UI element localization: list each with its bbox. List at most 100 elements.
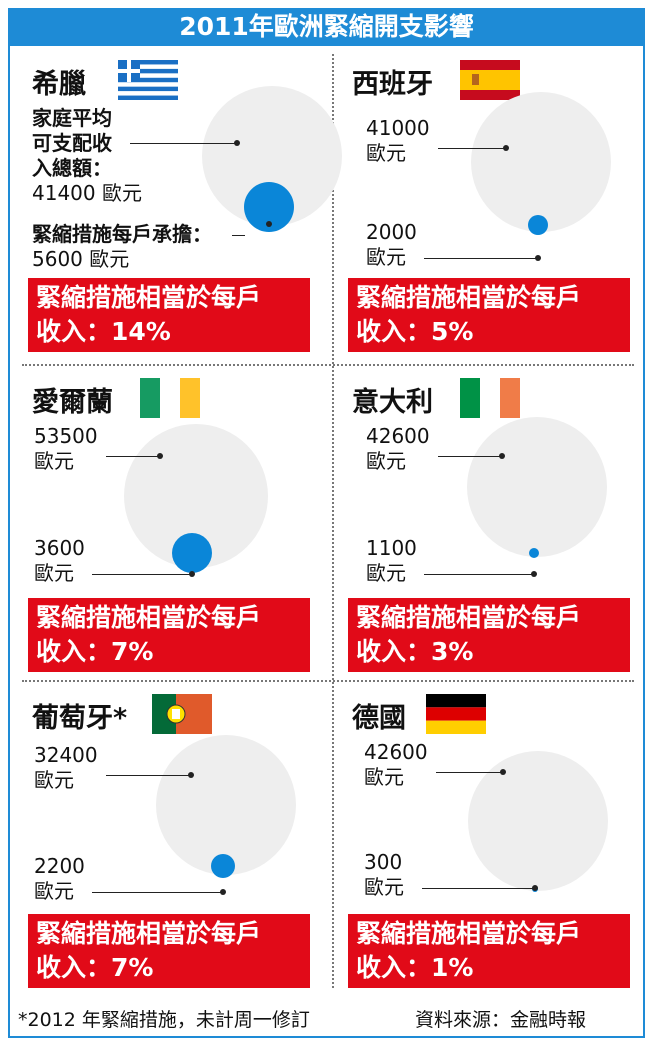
italy-flag-icon bbox=[460, 378, 520, 418]
income-dot bbox=[157, 453, 163, 459]
burden-label: 300 bbox=[364, 850, 403, 874]
income-dot bbox=[499, 453, 505, 459]
percent-callout-line: 收入：7% bbox=[36, 637, 154, 666]
percent-callout-line: 緊縮措施相當於每戶 bbox=[356, 919, 582, 948]
burden-dot bbox=[531, 885, 538, 891]
income-leader bbox=[130, 143, 237, 144]
percent-callout-line: 緊縮措施相當於每戶 bbox=[36, 283, 262, 312]
burden-dot bbox=[530, 571, 537, 577]
country-name: 愛爾蘭 bbox=[32, 387, 113, 418]
percent-callout: 緊縮措施相當於每戶 收入：3% bbox=[348, 598, 630, 672]
burden-label: 5600 歐元 bbox=[32, 247, 130, 271]
income-label: 41000 bbox=[366, 116, 430, 140]
income-label: 53500 bbox=[34, 424, 98, 448]
portugal-flag-icon bbox=[152, 694, 212, 734]
income-label: 歐元 bbox=[34, 768, 74, 792]
percent-callout-line: 緊縮措施相當於每戶 bbox=[356, 603, 582, 632]
burden-leader bbox=[424, 574, 534, 575]
burden-label: 歐元 bbox=[366, 245, 406, 269]
income-label: 歐元 bbox=[364, 765, 404, 789]
income-leader bbox=[106, 456, 160, 457]
country-panel: 意大利 42600 歐元 1100 歐元 緊縮措施相當於每戶 收入：3% bbox=[342, 372, 652, 682]
country-name: 意大利 bbox=[352, 387, 433, 418]
burden-label: 歐元 bbox=[364, 875, 404, 899]
percent-callout-line: 緊縮措施相當於每戶 bbox=[36, 603, 262, 632]
burden-dot bbox=[219, 889, 226, 895]
percent-callout-line: 收入：1% bbox=[356, 953, 474, 982]
income-leader bbox=[436, 772, 503, 773]
burden-dot bbox=[265, 221, 272, 227]
income-label: 歐元 bbox=[366, 141, 406, 165]
burden-dot bbox=[534, 255, 541, 261]
percent-callout-line: 收入：7% bbox=[36, 953, 154, 982]
percent-callout: 緊縮措施相當於每戶 收入：5% bbox=[348, 278, 630, 352]
income-label: 入總額： bbox=[32, 156, 112, 180]
burden-leader bbox=[424, 258, 538, 259]
income-leader bbox=[106, 775, 191, 776]
country-panel: 愛爾蘭 53500 歐元 3600 歐元 緊縮措施相當於每戶 收入：7% bbox=[22, 372, 332, 682]
burden-label: 2200 bbox=[34, 854, 85, 878]
percent-callout-line: 緊縮措施相當於每戶 bbox=[36, 919, 262, 948]
germany-flag-icon bbox=[426, 694, 486, 734]
income-label: 41400 歐元 bbox=[32, 181, 142, 205]
burden-label: 緊縮措施每戶承擔： bbox=[32, 222, 212, 246]
income-bubble bbox=[156, 735, 296, 875]
income-dot bbox=[503, 145, 509, 151]
burden-label: 歐元 bbox=[34, 561, 74, 585]
burden-bubble bbox=[528, 548, 539, 559]
country-name: 葡萄牙* bbox=[32, 703, 128, 734]
income-label: 可支配收 bbox=[32, 131, 112, 155]
income-leader bbox=[438, 456, 502, 457]
burden-dot bbox=[189, 571, 196, 577]
country-name: 德國 bbox=[352, 703, 406, 734]
burden-leader bbox=[92, 574, 193, 575]
chart-title: 2011年歐洲緊縮開支影響 bbox=[8, 8, 645, 46]
percent-callout: 緊縮措施相當於每戶 收入：14% bbox=[28, 278, 310, 352]
spain-flag-icon bbox=[460, 60, 520, 100]
burden-label: 1100 bbox=[366, 536, 417, 560]
footnote: *2012 年緊縮措施，未計周一修訂 bbox=[18, 1009, 310, 1031]
income-label: 歐元 bbox=[34, 449, 74, 473]
percent-callout: 緊縮措施相當於每戶 收入：7% bbox=[28, 914, 310, 988]
country-panel: 希臘家庭平均 可支配收 入總額： 41400 歐元緊縮措施每戶承擔： 5600 歐元緊縮… bbox=[22, 54, 342, 364]
country-name: 希臘 bbox=[32, 69, 86, 100]
burden-leader bbox=[422, 888, 535, 889]
income-dot bbox=[188, 772, 194, 778]
income-dot bbox=[500, 769, 506, 775]
country-panel: 西班牙 41000 歐元 2000 歐元 緊縮措施相當於每戶 收入：5% bbox=[342, 54, 652, 364]
income-dot bbox=[234, 140, 240, 146]
income-bubble bbox=[467, 417, 607, 557]
income-label: 42600 bbox=[366, 424, 430, 448]
burden-label: 歐元 bbox=[366, 561, 406, 585]
greece-flag-icon bbox=[118, 60, 178, 100]
row-divider bbox=[22, 364, 634, 366]
income-label: 歐元 bbox=[366, 449, 406, 473]
percent-callout-line: 緊縮措施相當於每戶 bbox=[356, 283, 582, 312]
row-divider bbox=[22, 680, 634, 682]
burden-label: 歐元 bbox=[34, 879, 74, 903]
percent-callout: 緊縮措施相當於每戶 收入：1% bbox=[348, 914, 630, 988]
burden-bubble bbox=[172, 533, 213, 573]
country-panel: 葡萄牙* 32400 歐元 2200 歐元 緊縮措施相當於每戶 收入：7% bbox=[22, 688, 332, 998]
percent-callout-line: 收入：14% bbox=[36, 317, 171, 346]
percent-callout-line: 收入：3% bbox=[356, 637, 474, 666]
income-bubble bbox=[471, 92, 611, 232]
ireland-flag-icon bbox=[140, 378, 200, 418]
income-leader bbox=[438, 148, 506, 149]
percent-callout-line: 收入：5% bbox=[356, 317, 474, 346]
percent-callout: 緊縮措施相當於每戶 收入：7% bbox=[28, 598, 310, 672]
burden-leader bbox=[232, 235, 245, 236]
country-name: 西班牙 bbox=[352, 69, 433, 100]
burden-label: 2000 bbox=[366, 220, 417, 244]
burden-bubble bbox=[527, 214, 548, 235]
income-label: 32400 bbox=[34, 743, 98, 767]
income-label: 家庭平均 bbox=[32, 106, 112, 130]
income-label: 42600 bbox=[364, 740, 428, 764]
column-divider bbox=[332, 54, 334, 988]
burden-bubble bbox=[210, 854, 235, 878]
burden-label: 3600 bbox=[34, 536, 85, 560]
burden-leader bbox=[92, 892, 223, 893]
income-bubble bbox=[468, 751, 608, 891]
country-panel: 德國 42600 歐元 300 歐元 緊縮措施相當於每戶 收入：1% bbox=[342, 688, 652, 998]
source-note: 資料來源：金融時報 bbox=[415, 1009, 587, 1031]
